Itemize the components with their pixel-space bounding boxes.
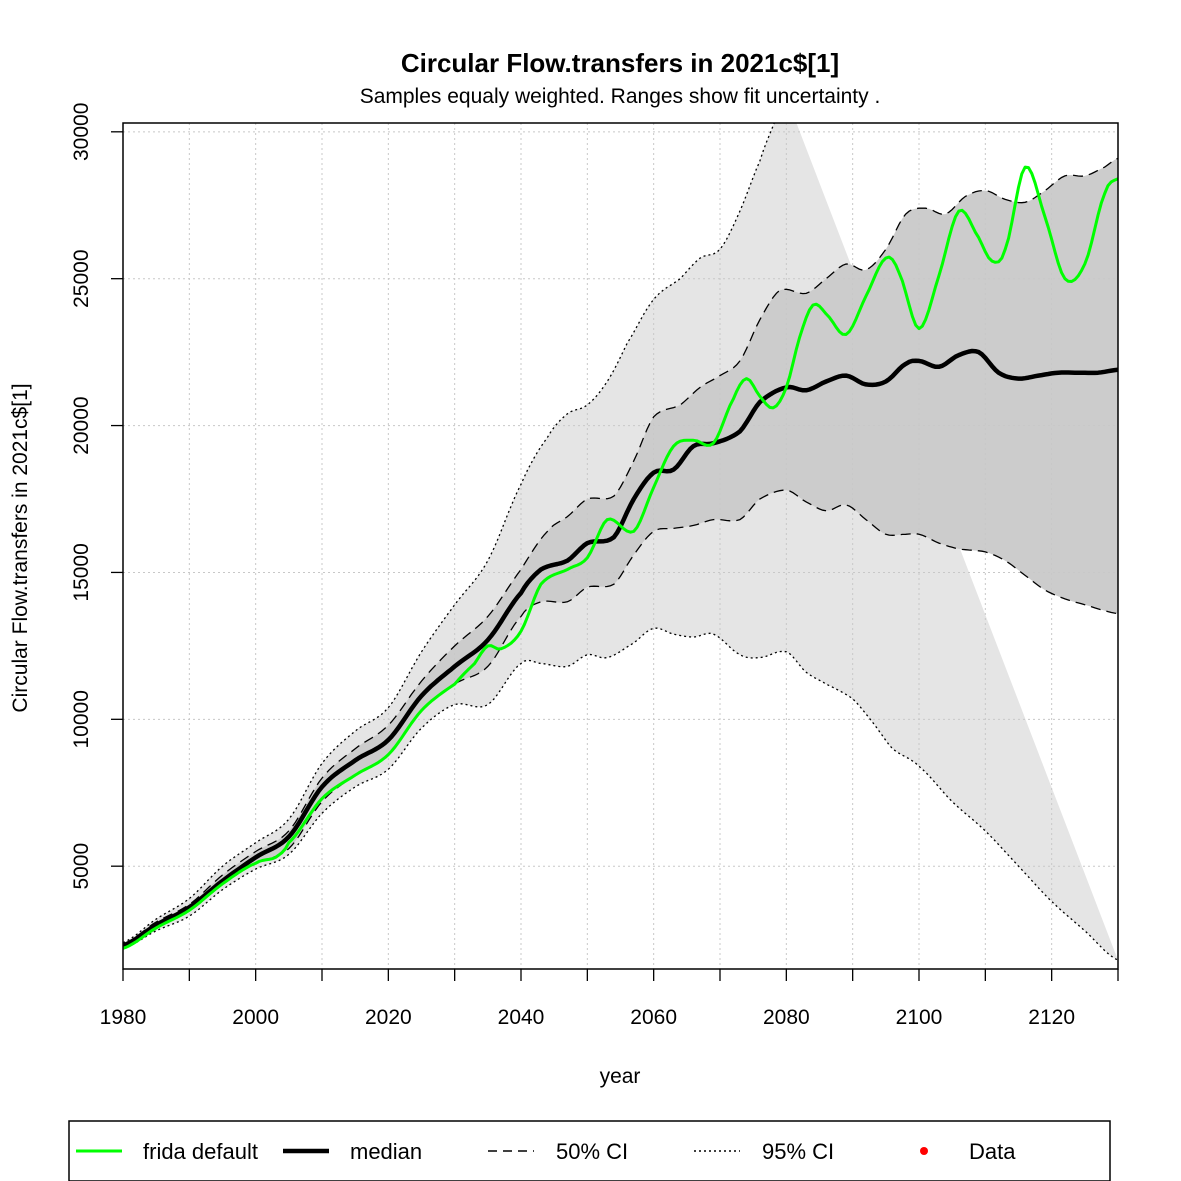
legend-swatch-data [920,1147,928,1155]
legend-label-median: median [350,1139,422,1164]
legend: frida default median 50% CI 95% CI Data [68,1120,1111,1181]
x-tick-label: 2120 [1028,1006,1075,1029]
x-tick-label: 2060 [630,1006,677,1029]
legend-label-50ci: 50% CI [556,1139,628,1164]
y-tick-label: 30000 [70,103,93,161]
x-axis-label: year [600,1065,641,1088]
y-axis: 5000 10000 15000 20000 25000 30000 [70,103,123,890]
series-line-95-ci-lower [123,627,1118,961]
x-tick-label: 2040 [498,1006,545,1029]
x-tick-label: 2100 [896,1006,943,1029]
y-tick-label: 20000 [70,396,93,454]
series-line-frida-default [123,165,1118,950]
grid-lines [123,123,1118,969]
y-tick-label: 25000 [70,249,93,307]
y-tick-label: 10000 [70,690,93,748]
series-line-95-ci-upper [123,123,775,944]
chart-subtitle: Samples equaly weighted. Ranges show fit… [360,85,881,108]
legend-label-data: Data [969,1139,1016,1164]
y-tick-label: 15000 [70,543,93,601]
legend-box [68,1120,1111,1181]
legend-label-95ci: 95% CI [762,1139,834,1164]
x-tick-label: 2020 [365,1006,412,1029]
x-axis: 1980 2000 2020 2040 2060 2080 2100 2120 [100,969,1119,1029]
series-line-50-ci-lower [123,489,1118,948]
y-tick-label: 5000 [70,843,93,890]
plot-frame [122,122,1119,970]
legend-label-frida-default: frida default [143,1139,258,1164]
series-line-50-ci-upper [123,157,1118,945]
chart-title: Circular Flow.transfers in 2021c$[1] [401,48,839,78]
y-axis-label: Circular Flow.transfers in 2021c$[1] [9,383,32,712]
ci50-band [123,158,1118,948]
x-tick-label: 2080 [763,1006,810,1029]
series-lines [123,123,1118,961]
x-tick-label: 2000 [232,1006,279,1029]
x-tick-label: 1980 [100,1006,147,1029]
